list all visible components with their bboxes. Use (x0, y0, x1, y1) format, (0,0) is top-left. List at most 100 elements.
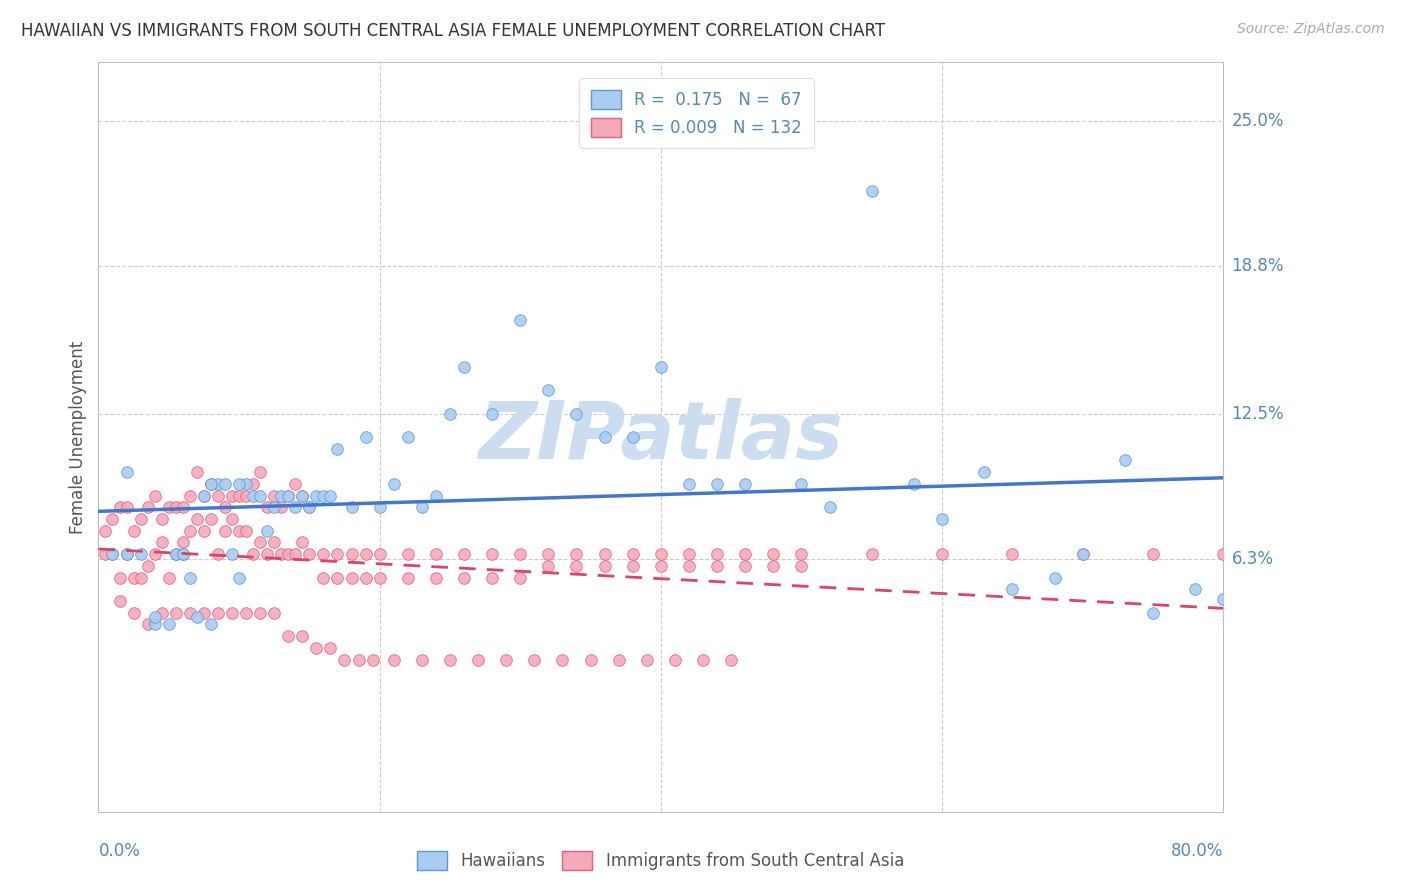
Point (298, 500, 321, 515)
Point (319, 489, 342, 503)
Point (312, 489, 335, 503)
Point (411, 652, 433, 666)
Point (214, 500, 236, 515)
Point (762, 558, 785, 573)
Point (439, 407, 461, 421)
Point (790, 558, 813, 573)
Point (312, 571, 335, 585)
Point (179, 571, 201, 585)
Point (734, 558, 756, 573)
Point (200, 476, 222, 491)
Point (931, 512, 953, 526)
Point (143, 489, 166, 503)
Point (172, 547, 194, 561)
Point (263, 500, 285, 515)
Point (150, 606, 173, 620)
Point (207, 476, 229, 491)
Point (706, 558, 728, 573)
Point (115, 465, 138, 479)
Point (298, 500, 321, 515)
Point (340, 571, 363, 585)
Point (143, 610, 166, 624)
Point (621, 430, 644, 444)
Point (425, 547, 447, 561)
Point (186, 512, 208, 526)
Point (284, 476, 307, 491)
Text: 18.8%: 18.8% (1232, 257, 1284, 275)
Point (221, 512, 243, 526)
Point (453, 571, 475, 585)
Point (150, 512, 173, 526)
Point (734, 547, 756, 561)
Point (249, 465, 271, 479)
Point (453, 359, 475, 374)
Point (1043, 571, 1066, 585)
Point (242, 476, 264, 491)
Point (368, 500, 391, 515)
Point (396, 547, 419, 561)
Point (439, 652, 461, 666)
Point (94, 547, 117, 561)
Point (860, 547, 883, 561)
Point (481, 407, 503, 421)
Point (1114, 453, 1136, 467)
Point (193, 489, 215, 503)
Point (101, 547, 124, 561)
Point (129, 547, 152, 561)
Point (396, 571, 419, 585)
Point (186, 610, 208, 624)
Point (453, 547, 475, 561)
Point (207, 489, 229, 503)
Point (593, 547, 616, 561)
Point (150, 535, 173, 549)
Point (263, 489, 285, 503)
Point (361, 652, 384, 666)
Point (650, 359, 672, 374)
Point (179, 524, 201, 538)
Point (157, 500, 180, 515)
Point (467, 652, 489, 666)
Point (664, 652, 686, 666)
Point (228, 571, 250, 585)
Point (172, 535, 194, 549)
Point (509, 547, 531, 561)
Point (277, 489, 299, 503)
Point (256, 524, 278, 538)
Point (228, 489, 250, 503)
Point (172, 500, 194, 515)
Point (235, 489, 257, 503)
Point (256, 500, 278, 515)
Point (136, 500, 159, 515)
Point (326, 547, 349, 561)
Point (425, 571, 447, 585)
Point (115, 500, 138, 515)
Point (650, 558, 672, 573)
Point (537, 558, 560, 573)
Point (228, 524, 250, 538)
Point (720, 652, 742, 666)
Point (818, 500, 841, 515)
Point (221, 489, 243, 503)
Point (108, 500, 131, 515)
Text: ZIPatlas: ZIPatlas (478, 398, 844, 476)
Point (860, 184, 883, 198)
Point (277, 489, 299, 503)
Point (235, 606, 257, 620)
Point (621, 547, 644, 561)
Point (481, 571, 503, 585)
Point (200, 617, 222, 632)
Point (122, 524, 145, 538)
Point (734, 476, 756, 491)
Point (354, 571, 377, 585)
Point (277, 547, 299, 561)
Point (235, 476, 257, 491)
Point (354, 547, 377, 561)
Point (214, 476, 236, 491)
Point (143, 617, 166, 632)
Point (165, 547, 187, 561)
Point (249, 606, 271, 620)
Point (108, 594, 131, 608)
Point (537, 547, 560, 561)
Point (249, 489, 271, 503)
Point (277, 629, 299, 643)
